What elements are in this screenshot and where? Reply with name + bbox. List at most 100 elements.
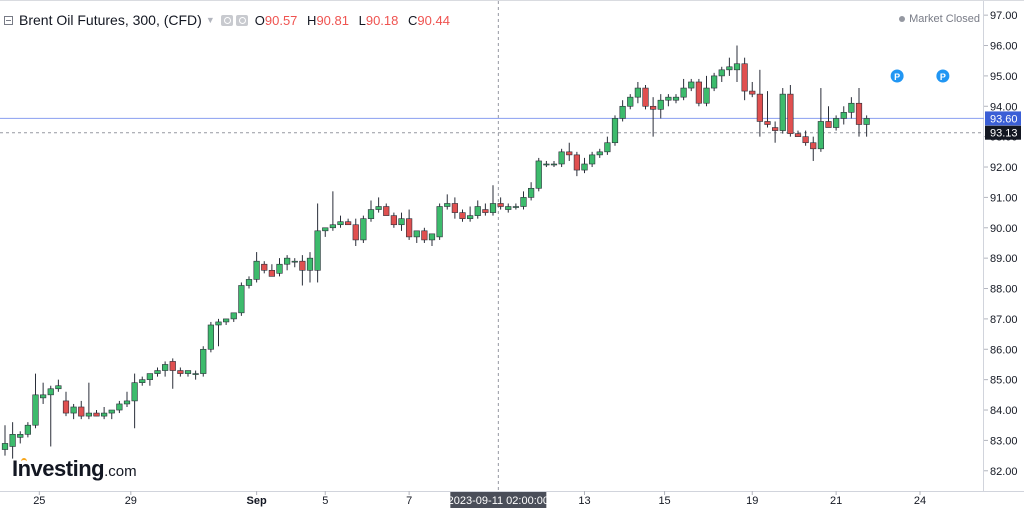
candle: [131, 373, 138, 429]
candle: [726, 57, 733, 76]
pivot-marker-label: P: [940, 72, 946, 82]
candle: [467, 206, 474, 222]
candle: [223, 318, 230, 325]
candle: [428, 233, 436, 246]
x-tick-label: 29: [125, 495, 137, 507]
candle: [162, 361, 169, 377]
candle: [261, 261, 268, 274]
candle-body: [375, 206, 382, 210]
candle-body: [367, 209, 375, 219]
candle-body: [169, 361, 176, 371]
candle-body: [611, 118, 619, 144]
candle-body: [253, 260, 260, 280]
x-tick-label: 19: [746, 495, 758, 507]
candle-body: [772, 127, 779, 131]
candle-body: [413, 230, 420, 238]
candle-body: [688, 81, 695, 89]
candle: [177, 367, 184, 377]
candle-body: [398, 218, 405, 226]
candle-body: [238, 285, 245, 314]
source-icon[interactable]: [235, 14, 248, 26]
candle: [108, 409, 115, 420]
candle-body: [329, 224, 336, 229]
dropdown-caret-icon[interactable]: ▼: [205, 15, 215, 25]
ohlc-values: O90.57 H90.81 L90.18 C90.44: [255, 13, 456, 28]
candle: [505, 203, 512, 213]
candle: [116, 400, 123, 414]
candle: [238, 282, 245, 316]
candle-body: [756, 93, 763, 122]
candle: [32, 373, 39, 429]
candle: [154, 367, 161, 377]
candle-body: [489, 203, 497, 213]
candle: [70, 403, 77, 420]
candle-body: [24, 424, 31, 435]
candle-body: [497, 203, 504, 207]
candle-body: [802, 136, 809, 144]
candle-body: [123, 400, 131, 405]
candle-body: [352, 224, 359, 241]
candle-body: [444, 203, 451, 207]
candle-body: [230, 312, 237, 320]
candle: [383, 203, 390, 216]
candle: [581, 157, 588, 174]
candle: [787, 85, 794, 137]
previous-close-label: 93.13: [990, 128, 1018, 140]
candle-body: [291, 260, 298, 263]
candle: [413, 230, 420, 243]
candle: [345, 218, 352, 226]
candle-body: [718, 69, 725, 77]
candle: [169, 358, 176, 389]
candle: [360, 215, 367, 243]
candle-body: [520, 197, 527, 207]
candle: [398, 212, 405, 231]
candle: [139, 376, 146, 386]
candle-body: [794, 133, 802, 137]
candle: [314, 203, 321, 283]
pivot-marker-icon[interactable]: P: [890, 69, 904, 83]
symbol-title[interactable]: Brent Oil Futures, 300, (CFD): [19, 12, 202, 28]
candle: [672, 94, 680, 104]
candle-body: [200, 348, 207, 374]
pivot-marker-icon[interactable]: P: [936, 69, 950, 83]
candle-body: [177, 370, 184, 374]
current-price-label: 93.60: [990, 113, 1018, 125]
candle: [794, 130, 802, 137]
candle-body: [741, 63, 748, 92]
candle-body: [543, 163, 550, 166]
candle: [47, 385, 54, 447]
x-tick-label: 5: [322, 495, 328, 507]
candle: [268, 264, 275, 277]
candle: [184, 370, 192, 377]
candle: [855, 88, 863, 137]
candle-body: [817, 121, 824, 150]
candle: [711, 72, 718, 92]
settings-icon[interactable]: [220, 14, 233, 26]
candle-body: [642, 87, 649, 107]
candle: [93, 410, 100, 417]
y-tick-label: 87.00: [990, 314, 1018, 326]
candle-body: [665, 96, 672, 101]
candle: [688, 78, 695, 92]
y-tick-label: 89.00: [990, 253, 1018, 265]
collapse-icon[interactable]: [4, 15, 13, 25]
candle: [528, 182, 535, 201]
candle: [352, 218, 359, 246]
candle: [596, 148, 603, 158]
brand-domain: .com: [104, 463, 137, 480]
candle-body: [421, 230, 428, 241]
candle-body: [337, 221, 344, 226]
candle: [436, 203, 443, 240]
time-axis[interactable]: 25 29 Sep 5 7 13 15 19 21 24: [33, 491, 926, 507]
price-axis[interactable]: 82.00 83.00 84.00 85.00 86.00 87.00 88.00 89.00…: [984, 10, 1018, 478]
candle-body: [184, 370, 192, 374]
candle-body: [855, 102, 863, 125]
y-tick-label: 92.00: [990, 162, 1018, 174]
y-tick-label: 91.00: [990, 192, 1018, 204]
candle: [451, 197, 458, 219]
x-tick-label: 24: [914, 495, 926, 507]
y-tick-label: 96.00: [990, 41, 1018, 53]
candle-body: [47, 388, 54, 396]
